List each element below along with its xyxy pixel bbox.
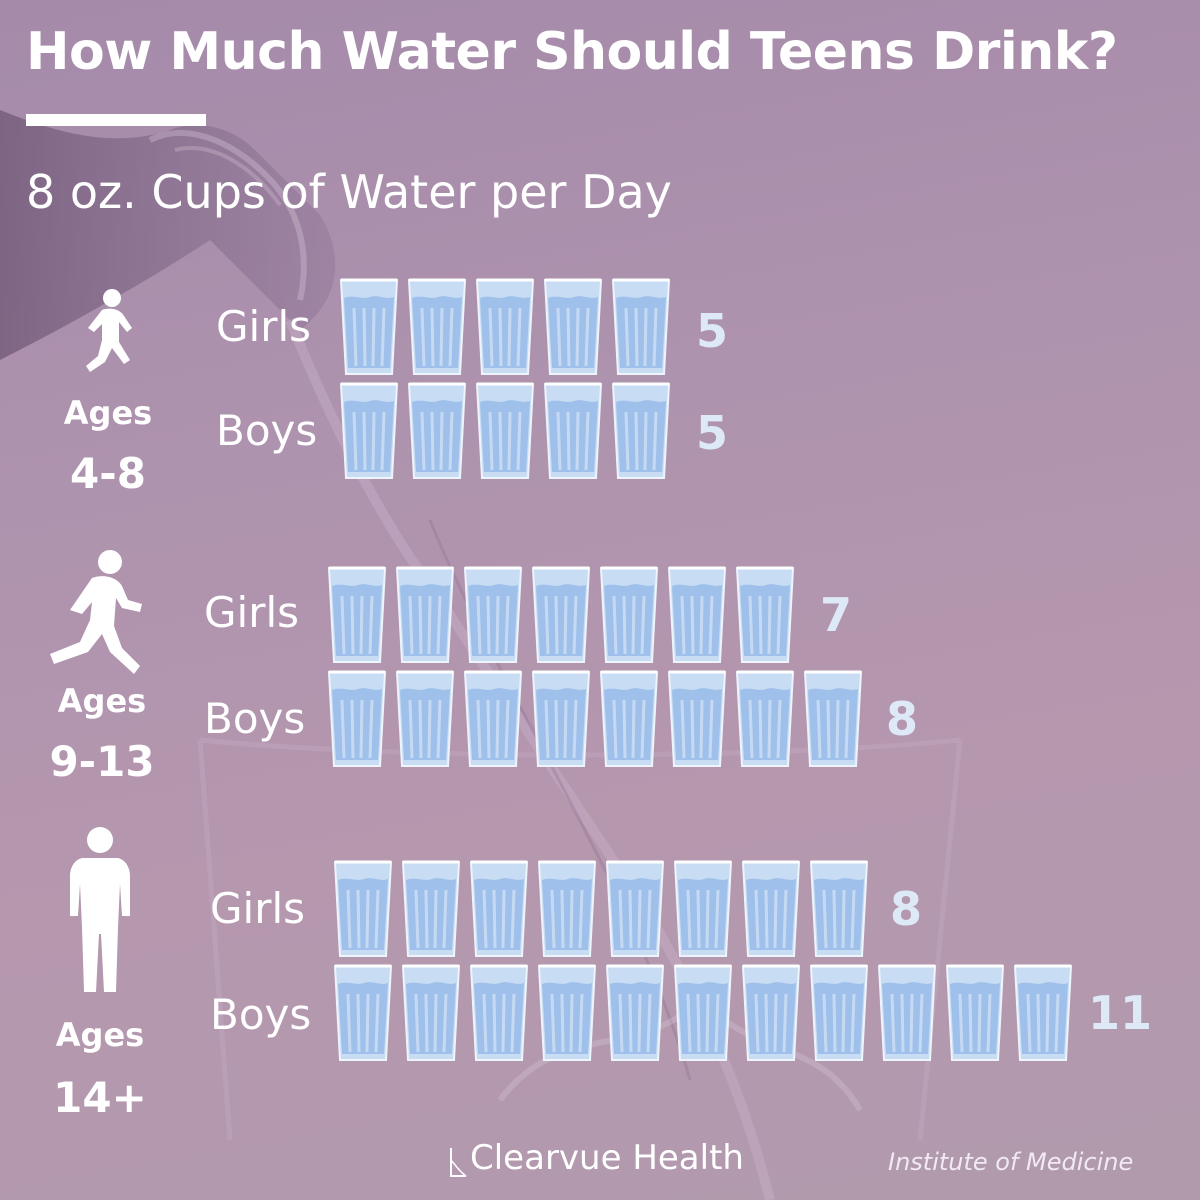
row-label-boys: Boys (210, 990, 312, 1039)
value-label: 11 (1088, 986, 1153, 1040)
water-cup-icon (334, 964, 392, 1061)
water-cup-icon (328, 670, 386, 767)
water-cup-icon (612, 278, 670, 375)
cup-row (340, 278, 680, 376)
water-cup-icon (328, 566, 386, 663)
running-child-icon (86, 289, 132, 372)
water-cup-icon (538, 964, 596, 1061)
water-cup-icon (464, 566, 522, 663)
value-label: 8 (890, 882, 923, 936)
water-cup-icon (742, 860, 800, 957)
water-cup-icon (606, 860, 664, 957)
water-cup-icon (1014, 964, 1072, 1061)
water-cup-icon (742, 964, 800, 1061)
source-credit: Institute of Medicine (888, 1148, 1134, 1176)
water-cup-icon (810, 860, 868, 957)
water-cup-icon (544, 278, 602, 375)
water-cup-icon (600, 566, 658, 663)
water-cup-icon (334, 860, 392, 957)
row-label-boys: Boys (216, 406, 318, 455)
water-cup-icon (340, 278, 398, 375)
water-cup-icon (674, 860, 732, 957)
chart-subtitle: 8 oz. Cups of Water per Day (26, 165, 672, 219)
water-cup-icon (464, 670, 522, 767)
age-label: Ages (55, 1016, 145, 1054)
water-cup-icon (804, 670, 862, 767)
water-cup-icon (532, 566, 590, 663)
water-cup-icon (878, 964, 936, 1061)
water-cup-icon (340, 382, 398, 479)
cup-row (334, 860, 878, 958)
water-cup-icon (470, 860, 528, 957)
chart-title: How Much Water Should Teens Drink? (26, 22, 1118, 82)
age-range: 4-8 (70, 449, 146, 498)
water-cup-icon (606, 964, 664, 1061)
age-range: 14+ (53, 1073, 147, 1122)
water-cup-icon (736, 670, 794, 767)
water-cup-icon (402, 860, 460, 957)
standing-teen-icon (70, 827, 130, 992)
water-cup-icon (668, 566, 726, 663)
water-cup-icon (668, 670, 726, 767)
water-cup-icon (402, 964, 460, 1061)
water-cup-icon (538, 860, 596, 957)
water-cup-icon (612, 382, 670, 479)
value-label: 5 (696, 304, 729, 358)
water-cup-icon (946, 964, 1004, 1061)
water-cup-icon (476, 382, 534, 479)
water-cup-icon (396, 566, 454, 663)
water-cup-icon (544, 382, 602, 479)
water-cup-icon (600, 670, 658, 767)
running-boy-icon (50, 550, 142, 674)
value-label: 7 (820, 588, 853, 642)
row-label-girls: Girls (204, 588, 300, 637)
age-label: Ages (57, 682, 147, 720)
age-range: 9-13 (49, 737, 155, 786)
brand-name: Clearvue Health (470, 1138, 744, 1178)
water-cup-icon (470, 964, 528, 1061)
cup-row (334, 964, 1082, 1062)
water-cup-icon (674, 964, 732, 1061)
age-label: Ages (63, 394, 153, 432)
cup-row (328, 566, 804, 664)
title-underline (26, 114, 206, 126)
value-label: 8 (886, 692, 919, 746)
water-cup-icon (408, 278, 466, 375)
water-cup-icon (476, 278, 534, 375)
row-label-girls: Girls (216, 302, 312, 351)
water-cup-icon (810, 964, 868, 1061)
cup-row (340, 382, 680, 480)
water-cup-icon (408, 382, 466, 479)
row-label-boys: Boys (204, 694, 306, 743)
cup-row (328, 670, 872, 768)
clearvue-logo-icon (450, 1148, 467, 1177)
water-cup-icon (532, 670, 590, 767)
row-label-girls: Girls (210, 884, 306, 933)
water-cup-icon (396, 670, 454, 767)
value-label: 5 (696, 406, 729, 460)
water-cup-icon (736, 566, 794, 663)
